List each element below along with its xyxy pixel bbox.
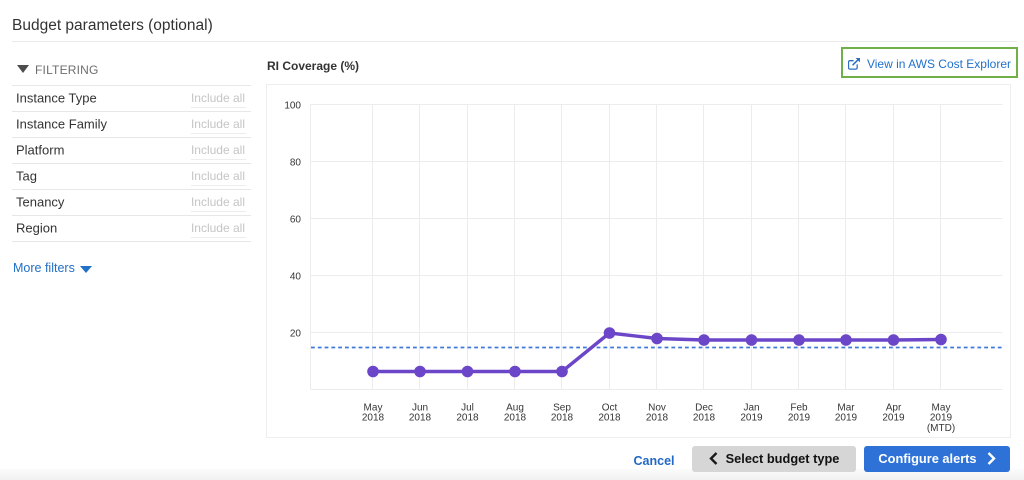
svg-text:Dec: Dec bbox=[695, 403, 713, 414]
svg-text:20: 20 bbox=[290, 329, 302, 340]
svg-text:2019: 2019 bbox=[788, 413, 811, 424]
svg-text:2019: 2019 bbox=[930, 413, 953, 424]
svg-text:40: 40 bbox=[290, 272, 302, 283]
svg-text:Oct: Oct bbox=[602, 403, 618, 414]
svg-text:(MTD): (MTD) bbox=[927, 423, 955, 434]
svg-text:80: 80 bbox=[290, 158, 302, 169]
svg-text:Feb: Feb bbox=[790, 403, 808, 414]
svg-text:2018: 2018 bbox=[551, 413, 574, 424]
svg-text:60: 60 bbox=[290, 215, 302, 226]
svg-text:2018: 2018 bbox=[646, 413, 669, 424]
svg-text:May: May bbox=[364, 403, 383, 414]
svg-text:2019: 2019 bbox=[835, 413, 858, 424]
svg-text:May: May bbox=[932, 403, 951, 414]
svg-text:2019: 2019 bbox=[740, 413, 763, 424]
svg-text:Mar: Mar bbox=[837, 403, 855, 414]
svg-text:Jul: Jul bbox=[461, 403, 474, 414]
svg-text:2018: 2018 bbox=[504, 413, 527, 424]
svg-text:2018: 2018 bbox=[456, 413, 479, 424]
svg-text:2018: 2018 bbox=[693, 413, 716, 424]
svg-text:2018: 2018 bbox=[598, 413, 621, 424]
svg-text:Apr: Apr bbox=[886, 403, 902, 414]
svg-text:100: 100 bbox=[284, 101, 301, 112]
svg-text:Nov: Nov bbox=[648, 403, 666, 414]
svg-text:2019: 2019 bbox=[882, 413, 905, 424]
svg-text:2018: 2018 bbox=[362, 413, 385, 424]
svg-text:Jun: Jun bbox=[412, 403, 428, 414]
svg-text:Jan: Jan bbox=[743, 403, 759, 414]
svg-text:Sep: Sep bbox=[553, 403, 571, 414]
svg-text:Aug: Aug bbox=[506, 403, 524, 414]
svg-text:2018: 2018 bbox=[409, 413, 432, 424]
